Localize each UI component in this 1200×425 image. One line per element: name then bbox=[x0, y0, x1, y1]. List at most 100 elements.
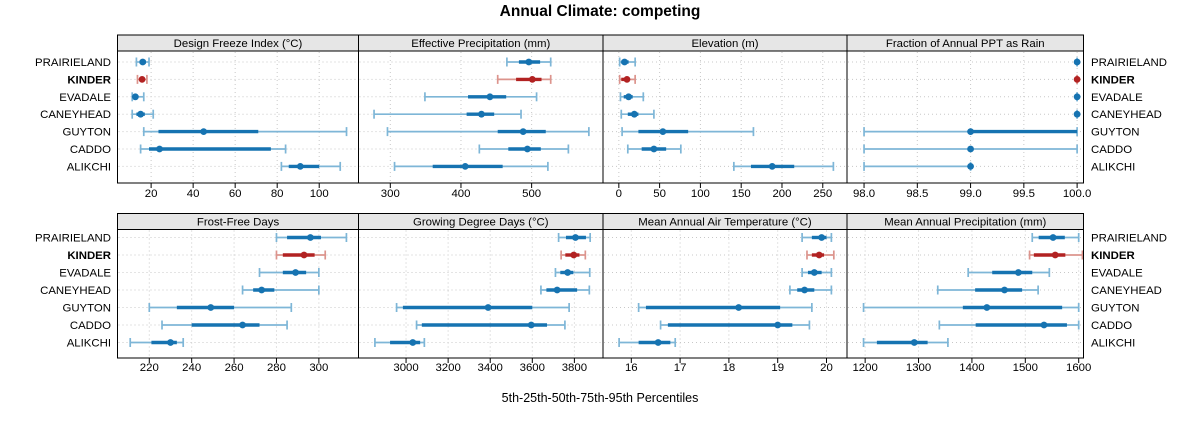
median-dot bbox=[306, 234, 314, 241]
row-label-right-kinder: KINDER bbox=[1091, 250, 1135, 262]
panel-design-freeze-index-c: Design Freeze Index (°C) 20 40 60 80 100 bbox=[117, 34, 359, 200]
axis-tick-label: 500 bbox=[522, 188, 541, 200]
series-caddo bbox=[139, 144, 287, 154]
series-prairieland bbox=[1073, 57, 1081, 67]
series-caddo bbox=[161, 320, 288, 330]
median-dot bbox=[630, 110, 638, 118]
row-label-left-alikchi: ALIKCHI bbox=[67, 161, 111, 173]
median-dot bbox=[910, 339, 918, 346]
row-label-left-caddo: CADDO bbox=[70, 144, 111, 156]
row-label-right-alikchi: ALIKCHI bbox=[1091, 338, 1135, 350]
panel-title: Effective Precipitation (mm) bbox=[411, 38, 550, 50]
panel-frost-free-days: Frost-Free Days 220 240 260 280 300 bbox=[117, 213, 359, 374]
median-dot bbox=[774, 321, 782, 329]
series-guyton bbox=[862, 303, 1080, 312]
panel-title: Growing Degree Days (°C) bbox=[413, 217, 549, 229]
series-alikchi bbox=[374, 338, 426, 347]
median-dot bbox=[815, 251, 823, 259]
series-caddo bbox=[478, 144, 570, 154]
axis-tick-label: 250 bbox=[813, 188, 832, 200]
axis-tick-label: 300 bbox=[381, 188, 400, 200]
series-kinder bbox=[1028, 250, 1084, 260]
panel-bg bbox=[603, 229, 847, 358]
series-guyton bbox=[386, 127, 590, 137]
row-label-left-prairieland: PRAIRIELAND bbox=[35, 233, 111, 245]
median-dot bbox=[621, 58, 628, 66]
median-dot bbox=[478, 110, 485, 118]
series-alikchi bbox=[863, 161, 974, 171]
median-dot bbox=[409, 339, 417, 346]
row-label-left-kinder: KINDER bbox=[67, 250, 111, 262]
median-dot bbox=[484, 304, 492, 311]
series-caddo bbox=[626, 144, 682, 154]
series-kinder bbox=[496, 74, 552, 84]
median-dot bbox=[1014, 269, 1022, 276]
median-dot bbox=[967, 145, 974, 153]
row-label-right-prairieland: PRAIRIELAND bbox=[1091, 233, 1167, 245]
series-caneyhead bbox=[789, 285, 833, 295]
axis-tick-label: 1500 bbox=[1013, 362, 1038, 374]
axis-tick-label: 100 bbox=[691, 188, 710, 200]
series-guyton bbox=[637, 303, 813, 312]
axis-tick-label: 100 bbox=[310, 188, 329, 200]
median-dot bbox=[810, 269, 818, 276]
series-prairieland bbox=[506, 57, 552, 67]
median-dot bbox=[967, 163, 974, 170]
panel-border bbox=[846, 50, 1084, 184]
axis-caption: 5th-25th-50th-75th-95th Percentiles bbox=[501, 391, 699, 405]
row-label-left-caneyhead: CANEYHEAD bbox=[40, 109, 111, 121]
row-label-left-alikchi: ALIKCHI bbox=[67, 338, 111, 350]
panel-title: Elevation (m) bbox=[691, 38, 758, 50]
axis-tick-label: 3800 bbox=[562, 362, 587, 374]
axis-tick-label: 19 bbox=[771, 362, 784, 374]
row-label-right-caddo: CADDO bbox=[1091, 320, 1132, 332]
series-prairieland bbox=[618, 57, 636, 67]
axis-tick-label: 3000 bbox=[393, 362, 418, 374]
panel-title: Frost-Free Days bbox=[197, 217, 280, 229]
series-caddo bbox=[415, 320, 566, 330]
row-label-right-caddo: CADDO bbox=[1091, 144, 1132, 156]
median-dot bbox=[138, 76, 146, 83]
row-label-left-caneyhead: CANEYHEAD bbox=[40, 285, 111, 297]
axis-tick-label: 1300 bbox=[906, 362, 931, 374]
median-dot bbox=[137, 110, 145, 118]
median-dot bbox=[1073, 110, 1081, 118]
axis-tick-label: 98.0 bbox=[853, 188, 875, 200]
median-dot bbox=[623, 76, 631, 83]
row-label-right-caneyhead: CANEYHEAD bbox=[1091, 109, 1162, 121]
panel-title: Mean Annual Precipitation (mm) bbox=[884, 217, 1046, 229]
axis-tick-label: 50 bbox=[653, 188, 666, 200]
median-dot bbox=[461, 163, 469, 170]
row-label-left-caddo: CADDO bbox=[70, 320, 111, 332]
median-dot bbox=[768, 163, 776, 170]
row-label-left-guyton: GUYTON bbox=[62, 303, 111, 315]
series-caddo bbox=[863, 144, 1078, 154]
series-evadale bbox=[554, 268, 591, 277]
panel-bg bbox=[847, 229, 1084, 358]
axis-tick-label: 40 bbox=[187, 188, 200, 200]
axis-tick-label: 99.5 bbox=[1013, 188, 1035, 200]
row-label-right-guyton: GUYTON bbox=[1091, 303, 1140, 315]
panel-fraction-of-annual-ppt-as-rain: Fraction of Annual PPT as Rain 98.0 98.5 99… bbox=[846, 34, 1092, 200]
row-label-right-caneyhead: CANEYHEAD bbox=[1091, 285, 1162, 297]
median-dot bbox=[167, 339, 174, 346]
series-alikchi bbox=[618, 338, 677, 347]
series-evadale bbox=[424, 92, 538, 102]
series-alikchi bbox=[862, 338, 949, 347]
series-caneyhead bbox=[1073, 109, 1081, 119]
axis-tick-label: 1200 bbox=[852, 362, 877, 374]
panel-mean-annual-air-temperature-c: Mean Annual Air Temperature (°C) 16 17 18 19… bbox=[602, 213, 848, 374]
row-label-left-evadale: EVADALE bbox=[59, 92, 111, 104]
axis-tick-label: 100.0 bbox=[1063, 188, 1092, 200]
series-caneyhead bbox=[241, 285, 320, 295]
chart-title: Annual Climate: competing bbox=[499, 3, 701, 20]
panel-bg bbox=[603, 51, 847, 183]
axis-tick-label: 280 bbox=[267, 362, 286, 374]
median-dot bbox=[625, 93, 633, 101]
median-dot bbox=[735, 304, 743, 311]
series-caneyhead bbox=[936, 285, 1039, 295]
series-caneyhead bbox=[540, 285, 591, 295]
axis-tick-label: 20 bbox=[820, 362, 833, 374]
median-dot bbox=[1001, 286, 1008, 294]
axis-tick-label: 240 bbox=[182, 362, 201, 374]
